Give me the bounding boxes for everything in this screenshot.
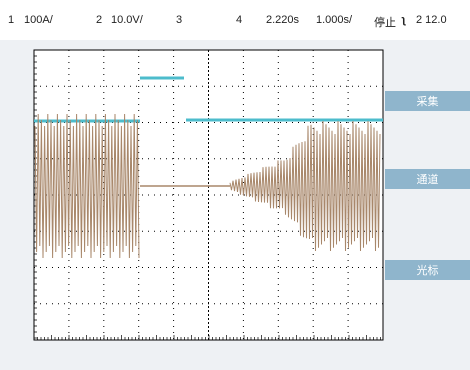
channel-4-number[interactable]: 4: [236, 14, 243, 26]
channel-1-scale[interactable]: 100A/: [24, 14, 53, 26]
trigger-level[interactable]: 2 12.0: [416, 14, 447, 26]
softkey-cursor[interactable]: 光标: [385, 260, 470, 280]
trigger-edge-icon: ʅ: [402, 14, 406, 26]
status-header: 1 100A/ 2 10.0V/ 3 4 2.220s 1.000s/ 停止 ʅ…: [0, 0, 470, 40]
time-scale[interactable]: 1.000s/: [316, 14, 353, 26]
analog-burst-left: [34, 113, 140, 259]
softkey-channel[interactable]: 通道: [385, 169, 470, 189]
analog-traces: [34, 113, 381, 259]
channel-1-number[interactable]: 1: [8, 14, 15, 26]
run-state[interactable]: 停止: [374, 17, 396, 29]
softkey-acquire[interactable]: 采集: [385, 91, 470, 111]
channel-3-number[interactable]: 3: [176, 14, 183, 26]
digital-traces: [34, 76, 383, 123]
time-offset[interactable]: 2.220s: [266, 14, 300, 26]
channel-2-number[interactable]: 2: [96, 14, 103, 26]
channel-2-scale[interactable]: 10.0V/: [111, 14, 143, 26]
analog-burst-right: [229, 120, 381, 252]
bottom-tick-ruler: [33, 335, 381, 340]
